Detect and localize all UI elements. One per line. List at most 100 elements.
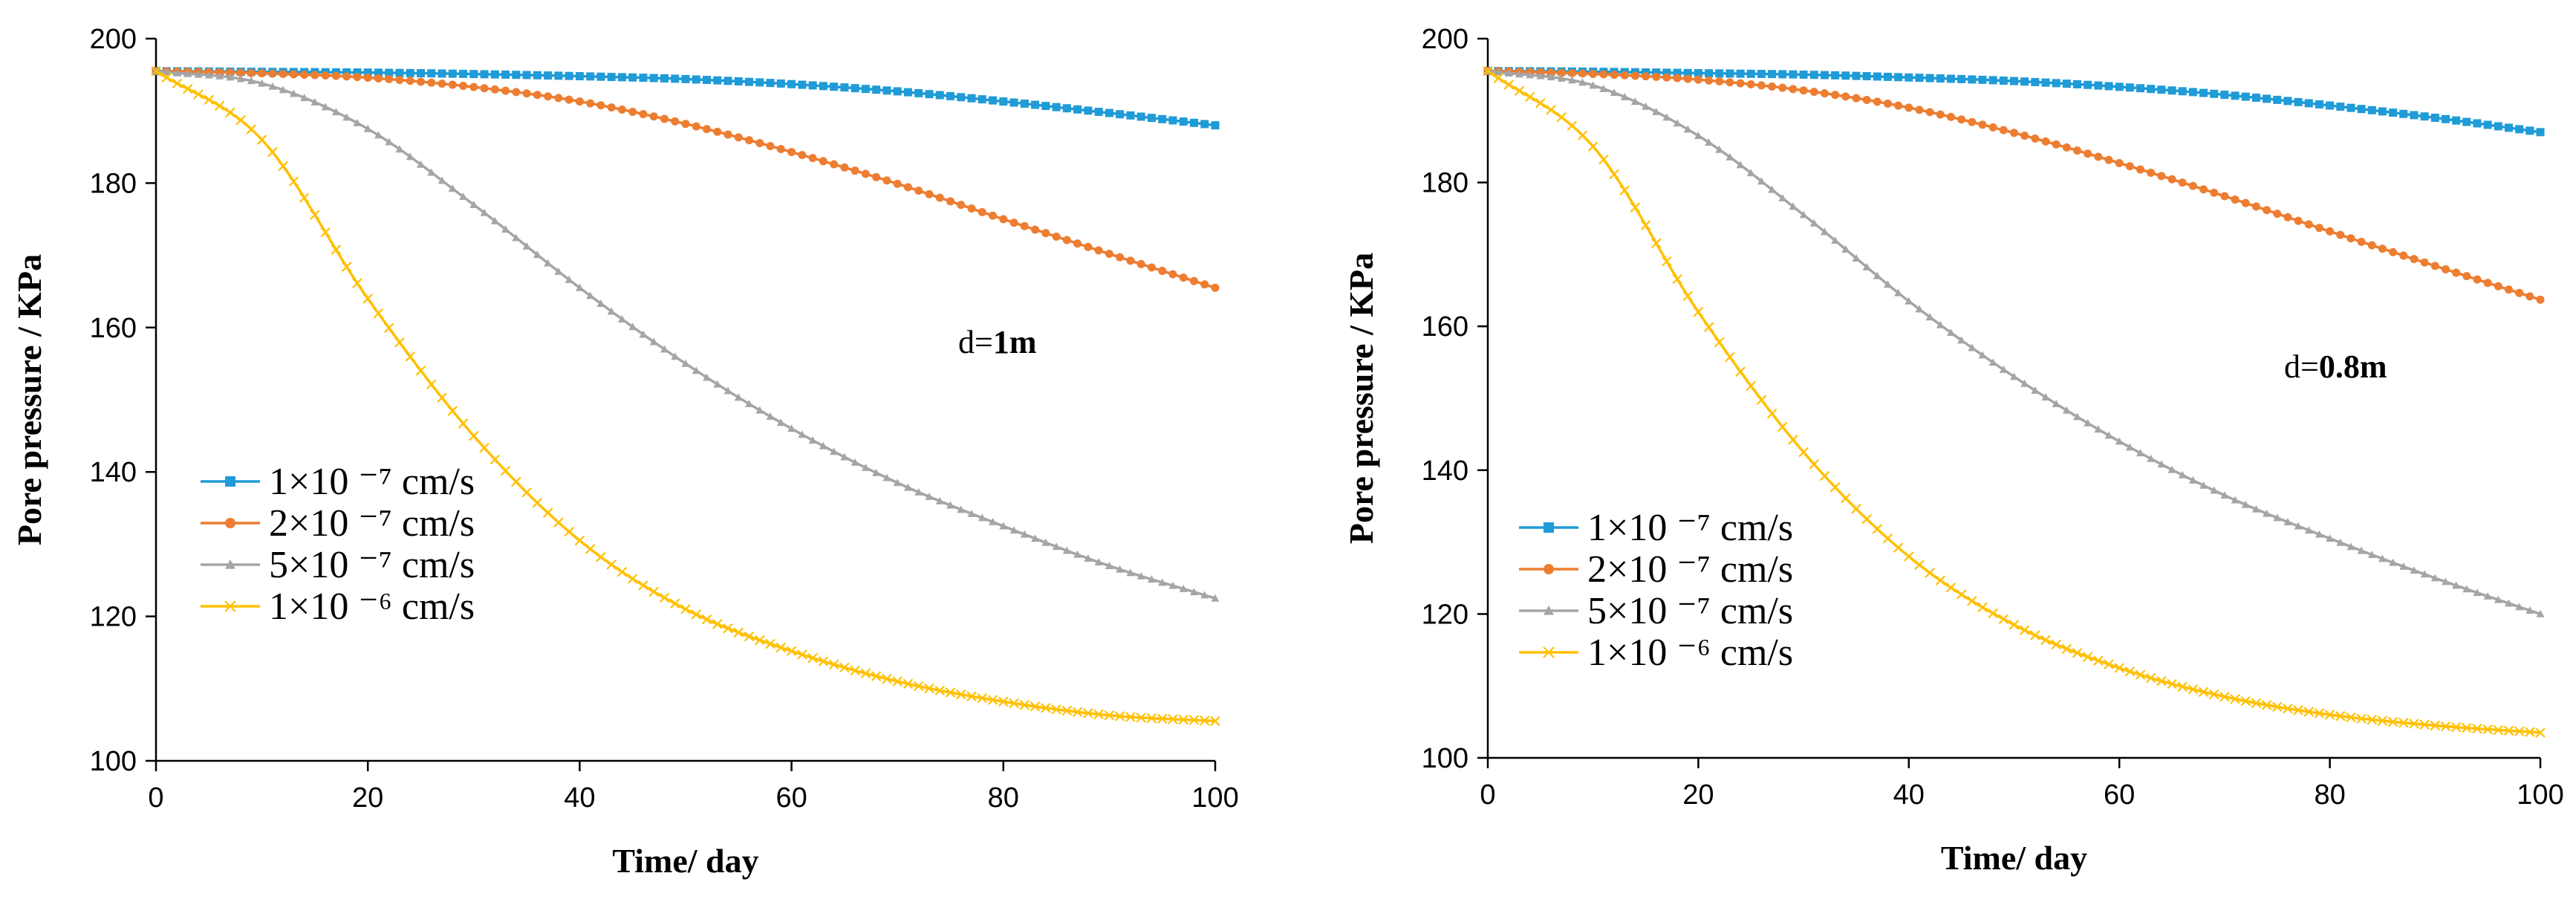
data-point [1211, 594, 1220, 602]
data-point [1736, 69, 1745, 78]
data-point [893, 179, 902, 188]
data-point [617, 315, 626, 322]
data-point [669, 598, 680, 609]
data-point [1957, 336, 1966, 344]
data-point [2536, 128, 2545, 137]
data-point [1968, 343, 1977, 351]
data-point [2241, 92, 2250, 101]
data-point [226, 73, 235, 81]
legend-label: 2×10 ⁻⁷ cm/s [1587, 548, 1793, 591]
data-point [955, 689, 966, 700]
data-point [786, 646, 797, 657]
data-point [2040, 635, 2051, 646]
data-point [374, 68, 383, 77]
data-point [214, 100, 225, 111]
data-point [723, 77, 732, 85]
data-point [946, 501, 954, 509]
data-point [2420, 570, 2429, 578]
data-point [1536, 71, 1545, 80]
data-point [1211, 283, 1220, 292]
data-point [2336, 103, 2345, 111]
data-point [1936, 320, 1945, 328]
data-point [713, 380, 722, 388]
data-point [1936, 74, 1945, 83]
data-point [1546, 105, 1556, 115]
data-point [268, 69, 277, 78]
data-point [733, 627, 744, 638]
data-point [2398, 717, 2409, 728]
data-point [1126, 111, 1135, 120]
data-point [2462, 722, 2472, 733]
y-tick-label: 200 [1422, 24, 1468, 55]
data-point [438, 80, 446, 88]
data-point [1084, 106, 1093, 115]
data-point [1905, 73, 1913, 82]
data-point [2263, 206, 2271, 215]
data-point [383, 322, 394, 334]
data-point [957, 93, 966, 102]
data-point [850, 458, 859, 466]
series-4 [151, 65, 1220, 727]
data-point [1526, 71, 1535, 79]
data-point [553, 517, 564, 528]
data-point [2240, 695, 2251, 707]
data-point [1766, 408, 1777, 419]
y-tick-label: 100 [90, 746, 137, 777]
data-point [1652, 107, 1661, 115]
data-point [2283, 703, 2293, 714]
data-point [776, 79, 785, 88]
data-point [320, 227, 331, 238]
data-point [1051, 704, 1061, 715]
data-point [775, 642, 787, 653]
data-point [469, 430, 479, 441]
data-point [776, 145, 785, 154]
data-point [2483, 279, 2492, 288]
data-point [2283, 97, 2292, 106]
data-point [1819, 470, 1830, 481]
data-point [1062, 546, 1071, 554]
data-point [1726, 152, 1734, 160]
data-point [607, 103, 616, 112]
legend: 1×10 ⁻⁷ cm/s2×10 ⁻⁷ cm/s5×10 ⁻⁷ cm/s1×10… [1519, 507, 1793, 674]
data-point [2199, 88, 2208, 97]
data-point [469, 201, 478, 208]
data-point [798, 151, 807, 160]
data-point [1915, 74, 1924, 82]
data-point [691, 609, 702, 620]
data-point [2178, 178, 2187, 187]
x-tick-label: 80 [2314, 779, 2345, 811]
data-point [2525, 292, 2534, 301]
data-point [818, 656, 829, 666]
data-point [2052, 400, 2061, 407]
data-point [288, 176, 299, 186]
data-point [1820, 227, 1829, 236]
data-point [1104, 710, 1115, 721]
data-point [1831, 236, 1840, 244]
data-point [1105, 562, 1113, 569]
data-point [2199, 481, 2208, 489]
y-tick-label: 140 [1422, 455, 1468, 487]
data-point [2503, 725, 2514, 736]
data-point [660, 345, 669, 353]
data-point [1956, 589, 1967, 600]
data-point [850, 665, 860, 676]
data-point [659, 592, 670, 603]
data-point [1809, 459, 1820, 470]
data-point [2010, 129, 2018, 137]
data-point [755, 78, 764, 87]
data-point [830, 82, 839, 91]
data-point [1736, 160, 1745, 169]
data-point [1873, 97, 1881, 106]
data-point [1168, 714, 1178, 724]
data-point [1009, 698, 1019, 709]
data-point [1524, 91, 1535, 103]
data-point [2504, 599, 2513, 607]
data-point [787, 80, 796, 88]
data-point [385, 74, 394, 83]
data-point [2041, 137, 2050, 146]
data-point [1883, 72, 1892, 81]
data-point [1778, 70, 1787, 79]
data-point [807, 652, 818, 663]
data-point [1799, 70, 1808, 79]
data-point [2356, 713, 2367, 724]
